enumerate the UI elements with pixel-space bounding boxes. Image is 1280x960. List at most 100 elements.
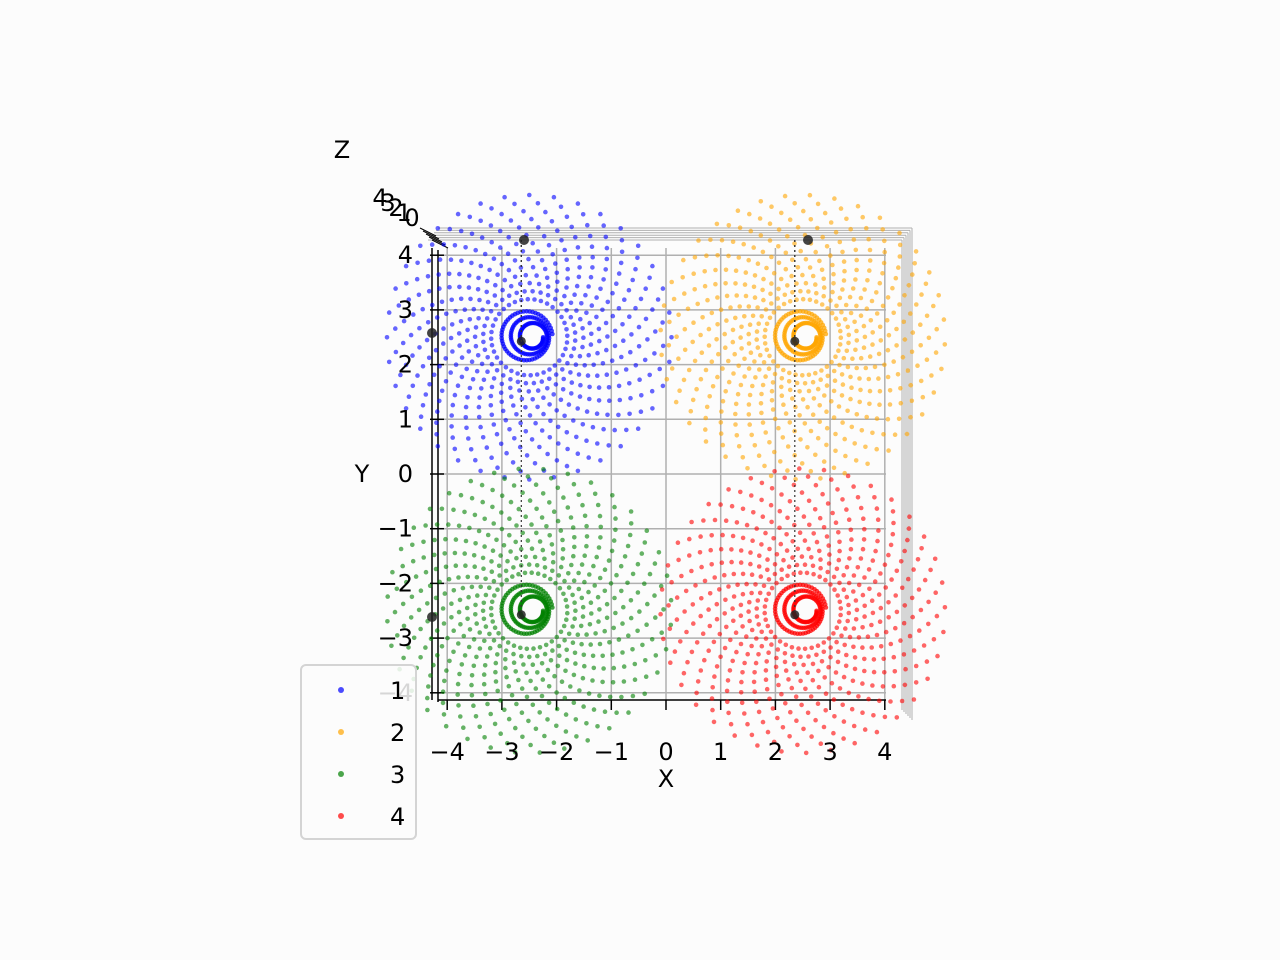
data-point	[872, 579, 878, 584]
data-point	[572, 544, 577, 550]
data-point	[564, 214, 570, 220]
data-point	[499, 261, 505, 267]
data-point	[457, 271, 462, 277]
data-point	[881, 432, 886, 437]
data-point	[566, 585, 572, 590]
data-point	[485, 532, 491, 538]
data-point	[674, 595, 680, 600]
data-point	[694, 640, 700, 645]
data-point	[524, 694, 530, 700]
data-point	[788, 709, 793, 715]
data-point	[911, 697, 917, 702]
data-point	[417, 345, 422, 350]
data-point	[836, 557, 842, 563]
data-point	[539, 257, 545, 263]
data-point	[637, 609, 642, 614]
data-point	[565, 276, 570, 281]
data-point	[406, 394, 412, 400]
data-point	[753, 582, 758, 587]
data-point	[483, 592, 489, 598]
data-point	[702, 283, 708, 289]
data-point	[551, 392, 556, 397]
data-point	[507, 516, 512, 521]
data-point	[819, 302, 825, 307]
data-point	[880, 227, 885, 232]
data-point	[874, 506, 880, 511]
data-point	[601, 666, 606, 671]
data-point	[734, 649, 739, 655]
data-point	[476, 275, 481, 281]
data-point	[541, 395, 546, 401]
data-point	[801, 662, 806, 668]
data-point	[800, 373, 805, 378]
data-point	[787, 420, 793, 425]
data-point	[441, 242, 447, 247]
data-point	[540, 677, 546, 682]
data-point	[798, 678, 803, 684]
data-point	[457, 671, 462, 677]
data-point	[522, 570, 528, 576]
data-point	[766, 591, 771, 597]
data-point	[562, 638, 567, 643]
data-point	[527, 280, 532, 286]
data-point	[664, 573, 670, 578]
data-point	[614, 572, 619, 578]
data-point	[748, 561, 753, 567]
data-point	[714, 664, 720, 669]
data-point	[437, 398, 442, 404]
data-point	[733, 411, 738, 417]
data-point	[531, 380, 537, 386]
data-point	[757, 590, 763, 596]
data-point	[791, 571, 797, 576]
data-point	[796, 646, 801, 651]
data-point	[566, 571, 571, 576]
data-point	[720, 442, 726, 448]
data-point	[821, 649, 827, 655]
data-point	[603, 267, 608, 272]
data-point	[417, 325, 422, 331]
data-point	[611, 625, 616, 631]
data-point	[481, 681, 487, 687]
data-point	[658, 611, 663, 617]
data-point	[564, 463, 570, 469]
data-point	[866, 236, 871, 242]
data-point	[547, 402, 552, 407]
data-point	[856, 635, 862, 640]
data-point	[457, 343, 462, 348]
data-point	[426, 288, 432, 294]
series-2	[658, 192, 948, 482]
data-point	[408, 615, 414, 620]
data-point	[885, 374, 891, 380]
data-point	[485, 299, 491, 305]
data-point	[516, 506, 522, 512]
data-point	[734, 433, 740, 438]
data-point	[676, 557, 681, 563]
data-point	[600, 679, 605, 685]
data-point	[822, 210, 828, 216]
data-point	[891, 683, 897, 689]
data-point	[545, 386, 550, 391]
data-point	[617, 397, 623, 403]
data-point	[787, 734, 792, 739]
data-point	[630, 693, 636, 699]
data-point	[806, 546, 811, 552]
data-point	[602, 588, 608, 594]
data-point	[418, 588, 424, 593]
data-point	[607, 398, 612, 404]
data-point	[681, 670, 687, 676]
legend-label-4: 4	[390, 803, 406, 831]
data-point	[613, 610, 618, 616]
data-point	[416, 292, 422, 298]
data-point	[492, 293, 498, 298]
data-point	[825, 569, 830, 575]
data-point	[482, 347, 488, 353]
data-point	[875, 538, 880, 544]
data-point	[482, 544, 487, 549]
data-point	[801, 514, 807, 519]
data-point	[504, 450, 509, 456]
data-point	[782, 475, 787, 481]
data-point	[554, 270, 560, 276]
data-point	[794, 297, 799, 303]
data-point	[720, 366, 725, 371]
data-point	[448, 335, 454, 341]
